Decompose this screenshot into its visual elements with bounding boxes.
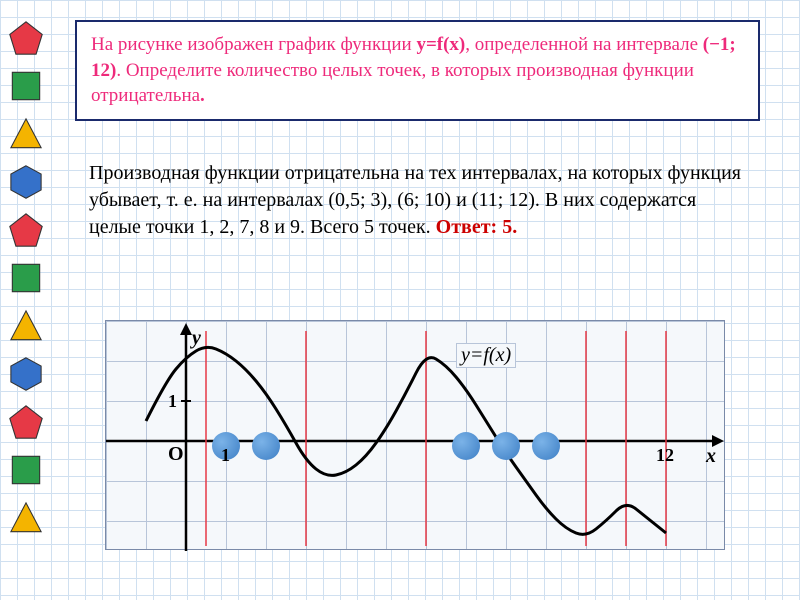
problem-statement: На рисунке изображен график функции y=f(… — [75, 20, 760, 121]
integer-point-dot — [532, 432, 560, 460]
chart-svg — [106, 321, 726, 551]
integer-point-dot — [252, 432, 280, 460]
pentagon-icon — [8, 20, 44, 56]
x-axis-label: x — [706, 445, 716, 468]
triangle-icon — [8, 308, 44, 344]
integer-point-dot — [452, 432, 480, 460]
hexagon-icon — [8, 164, 44, 200]
y-axis-label: y — [192, 327, 201, 350]
pentagon-icon — [8, 212, 44, 248]
pentagon-icon — [8, 404, 44, 440]
shapes-sidebar — [0, 15, 52, 536]
square-icon — [8, 68, 44, 104]
solution-body: Производная функции отрицательна на тех … — [89, 162, 741, 238]
tick-12: 12 — [656, 445, 674, 466]
triangle-icon — [8, 116, 44, 152]
tick-1y: 1 — [168, 391, 177, 412]
square-icon — [8, 452, 44, 488]
function-label: y=f(x) — [456, 343, 516, 368]
origin-label: O — [168, 443, 184, 466]
triangle-icon — [8, 500, 44, 536]
hexagon-icon — [8, 356, 44, 392]
solution-answer: Ответ: 5. — [436, 216, 518, 238]
integer-point-dot — [492, 432, 520, 460]
solution-text: Производная функции отрицательна на тех … — [75, 150, 760, 251]
square-icon — [8, 260, 44, 296]
function-chart: y x y=f(x) O 1 1 12 — [105, 320, 725, 550]
tick-1x: 1 — [221, 445, 230, 466]
